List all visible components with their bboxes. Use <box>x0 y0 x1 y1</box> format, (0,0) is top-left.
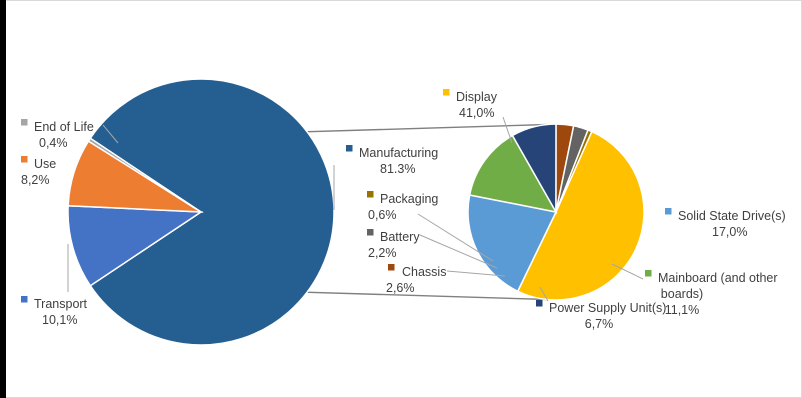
label-marker-mainboard-and-other-boards <box>645 270 652 277</box>
value-label-chassis: 2,6% <box>386 281 415 295</box>
detail-slice-display <box>516 130 645 301</box>
category-label-display: Display <box>456 90 498 104</box>
value-label-transport: 10,1% <box>42 313 77 327</box>
label-marker-end-of-life <box>21 119 28 126</box>
main-slice-end-of-life <box>87 137 202 213</box>
category-label-end-of-life: End of Life <box>34 120 94 134</box>
data-labels: Manufacturing 81.3% Transport 10,1% Use 8,2% E… <box>21 89 786 331</box>
category-label-packaging: Packaging <box>380 192 438 206</box>
label-marker-chassis <box>388 264 395 271</box>
leader-line-power-supply-unit <box>539 286 549 302</box>
value-label-packaging: 0,6% <box>368 208 397 222</box>
value-label-display: 41,0% <box>459 106 494 120</box>
leader-line-packaging <box>417 213 494 262</box>
label-marker-use <box>21 156 28 163</box>
value-label-power-supply-unit-s: 6,7% <box>585 317 614 331</box>
leader-line-mainboard <box>611 263 644 280</box>
leader-line-end-of-life <box>102 124 119 144</box>
label-marker-display <box>443 89 450 96</box>
category-label-use: Use <box>34 157 56 171</box>
category-label-mainboard-and-other-boards-line2: boards) <box>661 287 703 301</box>
value-label-use: 8,2% <box>21 173 50 187</box>
label-marker-battery <box>367 229 374 236</box>
label-marker-solid-state-drive-s <box>665 208 672 215</box>
detail-slice-packaging <box>555 129 593 213</box>
value-label-end-of-life: 0,4% <box>39 136 68 150</box>
category-label-power-supply-unit-s: Power Supply Unit(s) <box>549 301 666 315</box>
leader-line-battery <box>419 234 498 269</box>
main-slice-manufacturing <box>89 78 335 346</box>
category-label-battery: Battery <box>380 230 420 244</box>
category-label-manufacturing: Manufacturing <box>359 146 438 160</box>
label-marker-packaging <box>367 191 374 198</box>
main-pie <box>67 78 335 346</box>
left-edge-bar <box>0 0 6 398</box>
value-label-solid-state-drive-s: 17,0% <box>712 225 747 239</box>
value-label-battery: 2,2% <box>368 246 397 260</box>
category-label-solid-state-drive-s: Solid State Drive(s) <box>678 209 786 223</box>
label-marker-transport <box>21 296 28 303</box>
label-marker-manufacturing <box>346 145 353 152</box>
category-label-chassis: Chassis <box>402 265 446 279</box>
category-label-mainboard-and-other-boards-line1: Mainboard (and other <box>658 271 778 285</box>
category-label-transport: Transport <box>34 297 88 311</box>
main-slice-transport <box>67 204 204 287</box>
leader-line-display <box>502 116 513 144</box>
leader-line-chassis <box>446 270 506 277</box>
leader-lines <box>67 116 644 302</box>
value-label-manufacturing: 81.3% <box>380 162 415 176</box>
label-marker-power-supply-unit-s <box>536 300 543 307</box>
detail-pie <box>467 123 645 301</box>
value-label-mainboard-and-other-boards: 11,1% <box>665 303 700 317</box>
